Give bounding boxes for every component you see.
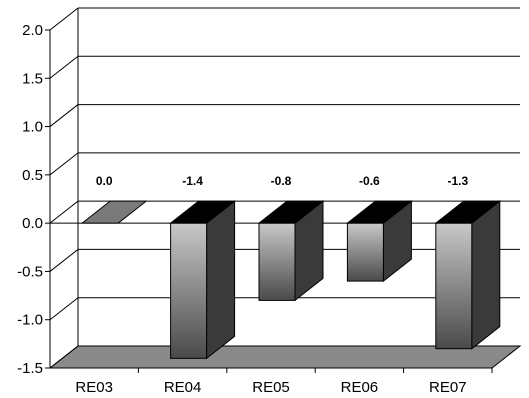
data-label: -0.6 bbox=[359, 174, 380, 188]
bar-re03 bbox=[80, 200, 148, 224]
bar-top-face bbox=[80, 200, 148, 224]
bar-front-face bbox=[170, 222, 208, 359]
x-tick-label: RE05 bbox=[252, 379, 290, 396]
y-tick-label: 1.5 bbox=[22, 70, 43, 87]
bar-top-face bbox=[434, 200, 502, 224]
y-tick-label: 1.0 bbox=[22, 119, 43, 136]
bar-top-face bbox=[169, 200, 237, 224]
y-tick-label: 0.5 bbox=[22, 167, 43, 184]
gridline-connector bbox=[49, 104, 79, 127]
gridline-connector bbox=[49, 7, 79, 31]
y-tick-label: -0.5 bbox=[17, 263, 43, 280]
data-label: -0.8 bbox=[271, 174, 292, 188]
x-tick-label: RE06 bbox=[341, 379, 379, 396]
bar-re05 bbox=[257, 200, 325, 302]
gridline-connector bbox=[49, 297, 79, 321]
labels: 2.0 1.5 1.0 0.5 0.0 -0.5 -1.0 -1.5 0.0 RE03 -1.4 RE… bbox=[17, 22, 468, 396]
y-tick-label: 2.0 bbox=[22, 22, 43, 39]
chart-floor bbox=[48, 345, 522, 369]
bar-re07 bbox=[434, 200, 502, 350]
bar-side-face bbox=[206, 200, 236, 360]
gridline-connector bbox=[49, 345, 79, 369]
bar-side-face bbox=[471, 200, 501, 350]
bar-re06 bbox=[345, 200, 413, 283]
gridline-connector bbox=[49, 55, 79, 79]
data-label: -1.3 bbox=[447, 174, 468, 188]
data-label: -1.4 bbox=[182, 174, 203, 188]
gridline-connector bbox=[49, 200, 79, 224]
bars bbox=[80, 200, 502, 360]
bar-front-face bbox=[258, 222, 296, 301]
bar-front-face bbox=[346, 222, 384, 282]
bar-top-face bbox=[257, 200, 325, 224]
bar-front-face bbox=[435, 222, 473, 350]
data-label: 0.0 bbox=[96, 174, 113, 188]
bar-re04 bbox=[169, 200, 237, 360]
y-tick-label: 0.0 bbox=[22, 215, 43, 232]
bar-top-face bbox=[345, 200, 413, 224]
gridline-connector bbox=[49, 249, 79, 272]
chart-floor-layer bbox=[48, 345, 522, 369]
x-tick-label: RE04 bbox=[164, 379, 202, 396]
gridline-connector bbox=[49, 152, 79, 176]
y-tick-label: -1.5 bbox=[17, 360, 43, 377]
x-tick-label: RE03 bbox=[75, 379, 113, 396]
x-tick-label: RE07 bbox=[429, 379, 467, 396]
y-tick-label: -1.0 bbox=[17, 312, 43, 329]
